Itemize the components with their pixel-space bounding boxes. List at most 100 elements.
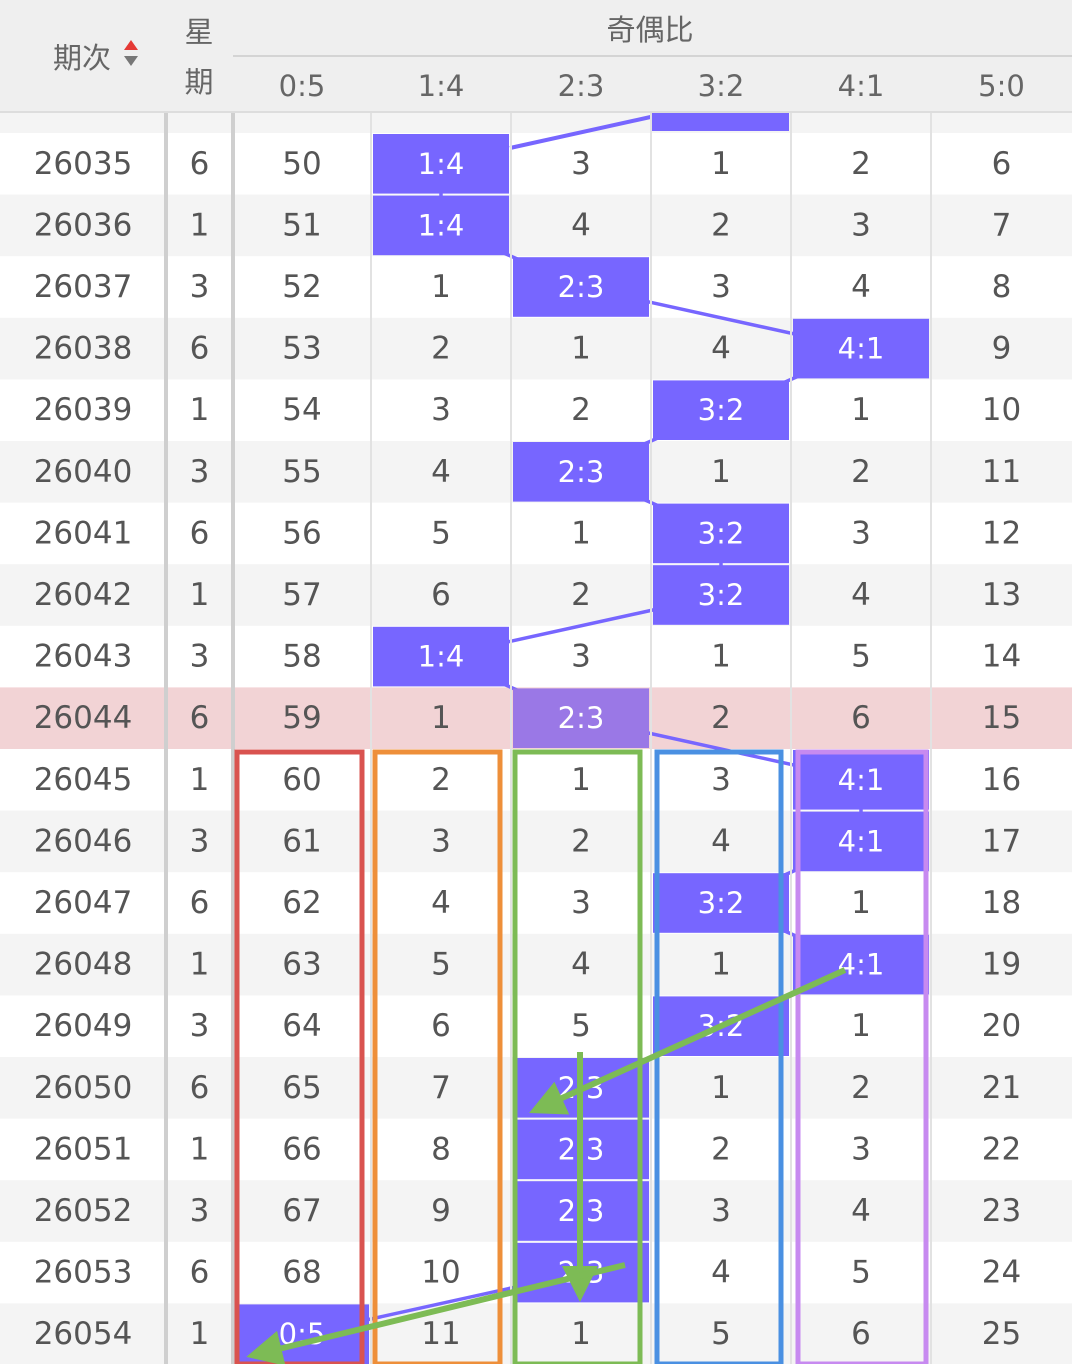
period: 26047: [34, 885, 133, 921]
miss-count: 11: [982, 454, 1021, 490]
miss-count: 63: [282, 947, 321, 983]
miss-count: 5: [571, 1008, 591, 1044]
miss-count: 58: [282, 639, 321, 675]
period: 26050: [34, 1070, 133, 1106]
hit-cell: [653, 873, 789, 933]
miss-count: 3: [711, 762, 731, 798]
period: 26037: [34, 269, 133, 305]
ratio-header: 2:3: [558, 69, 605, 103]
period: 26052: [34, 1193, 133, 1229]
miss-count: 59: [282, 700, 321, 736]
period: 26035: [34, 146, 133, 182]
miss-count: 10: [982, 392, 1021, 428]
row-bg: [0, 1303, 1072, 1366]
miss-count: 1: [571, 1316, 591, 1352]
miss-count: 21: [982, 1070, 1021, 1106]
period-header[interactable]: 期次: [53, 41, 111, 75]
miss-count: 2: [571, 823, 591, 859]
weekday: 1: [190, 1316, 210, 1352]
miss-count: 1: [851, 1008, 871, 1044]
miss-count: 9: [431, 1193, 451, 1229]
ratio-header: 3:2: [698, 69, 745, 103]
miss-count: 3: [851, 207, 871, 243]
period: 26044: [34, 700, 133, 736]
miss-count: 7: [992, 207, 1012, 243]
backgrounds: [0, 112, 1072, 1366]
miss-count: 3: [711, 269, 731, 305]
miss-count: 2: [571, 577, 591, 613]
hit-label: 1:4: [418, 147, 465, 181]
miss-count: 4: [711, 331, 731, 367]
miss-count: 5: [431, 515, 451, 551]
hit-cell: [513, 442, 649, 502]
group-header: 奇偶比: [606, 13, 693, 47]
arrow: [529, 967, 847, 1115]
hit-cell: [793, 750, 929, 810]
miss-count: 4: [571, 947, 591, 983]
miss-count: 67: [282, 1193, 321, 1229]
miss-count: 9: [992, 331, 1012, 367]
miss-count: 4: [571, 207, 591, 243]
miss-count: 6: [992, 146, 1012, 182]
miss-count: 4: [431, 885, 451, 921]
miss-count: 4: [851, 577, 871, 613]
miss-count: 1: [711, 146, 731, 182]
miss-count: 2: [851, 454, 871, 490]
period: 26054: [34, 1316, 133, 1352]
miss-count: 4: [851, 269, 871, 305]
sort-up[interactable]: [124, 40, 138, 50]
hit-cell: [653, 503, 789, 564]
miss-count: 13: [982, 577, 1021, 613]
row-bg: [0, 502, 1072, 565]
weekday: 1: [190, 392, 210, 428]
sort-down[interactable]: [124, 56, 138, 66]
miss-count: 2: [431, 331, 451, 367]
miss-count: 62: [282, 885, 321, 921]
weekday: 1: [190, 1131, 210, 1167]
weekday: 1: [190, 947, 210, 983]
hit-label: 4:1: [838, 824, 885, 858]
miss-count: 24: [982, 1255, 1021, 1291]
period: 26042: [34, 577, 133, 613]
miss-count: 66: [282, 1131, 321, 1167]
weekday: 3: [190, 1193, 210, 1229]
hit-cell: [513, 257, 649, 317]
weekday: 1: [190, 762, 210, 798]
weekday: 6: [190, 146, 210, 182]
miss-count: 3: [851, 515, 871, 551]
miss-count: 4: [711, 823, 731, 859]
miss-count: 1: [851, 392, 871, 428]
partial-hit: [652, 112, 789, 131]
miss-count: 6: [431, 577, 451, 613]
miss-count: 1: [711, 639, 731, 675]
miss-count: 64: [282, 1008, 321, 1044]
period: 26051: [34, 1131, 133, 1167]
weekday: 6: [190, 700, 210, 736]
miss-count: 5: [431, 947, 451, 983]
period: 26048: [34, 947, 133, 983]
miss-count: 11: [421, 1316, 460, 1352]
miss-count: 52: [282, 269, 321, 305]
period: 26041: [34, 515, 133, 551]
miss-count: 3: [431, 392, 451, 428]
miss-count: 55: [282, 454, 321, 490]
hit-cell: [653, 380, 789, 440]
miss-count: 3: [431, 823, 451, 859]
weekday: 6: [190, 1070, 210, 1106]
miss-count: 1: [431, 269, 451, 305]
hit-label: 4:1: [838, 948, 885, 982]
weekday-header: 星: [184, 15, 213, 49]
miss-count: 17: [982, 823, 1021, 859]
row-bg: [0, 194, 1072, 257]
weekday: 6: [190, 515, 210, 551]
row-bg: [0, 872, 1072, 935]
miss-count: 5: [711, 1316, 731, 1352]
ratio-header: 1:4: [418, 69, 465, 103]
miss-count: 1: [851, 885, 871, 921]
miss-count: 5: [851, 1255, 871, 1291]
miss-count: 2: [711, 207, 731, 243]
weekday: 6: [190, 885, 210, 921]
miss-count: 3: [711, 1193, 731, 1229]
trend-line: [509, 114, 656, 150]
